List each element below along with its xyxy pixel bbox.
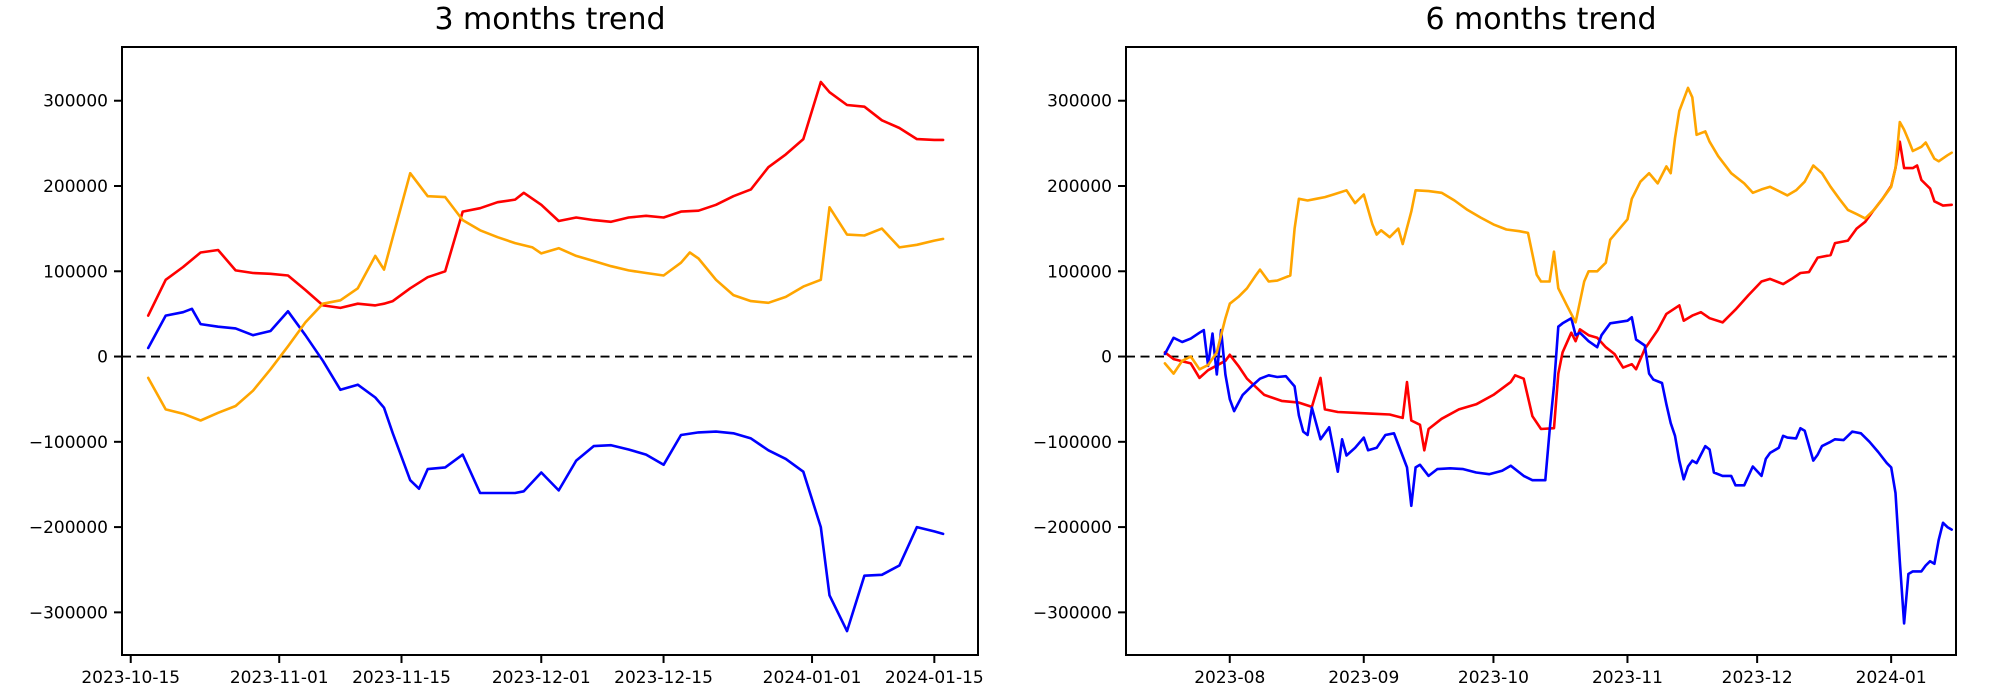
y-tick-label: −100000 [29,433,108,453]
x-tick-label: 2023-09 [1328,668,1399,688]
y-tick-label: 200000 [43,177,108,197]
y-tick-label: 0 [1101,348,1112,368]
x-tick-label: 2023-11-15 [352,668,451,688]
series-orange-line [1163,86,1953,375]
x-tick-label: 2023-12-01 [492,668,591,688]
y-tick-label: 200000 [1047,177,1112,197]
x-tick-label: 2023-12 [1722,668,1793,688]
x-tick-label: 2024-01-15 [885,668,984,688]
chart-title-6-months: 6 months trend [1425,2,1657,37]
y-tick-label: 300000 [1047,92,1112,112]
series-orange-line [146,171,945,422]
x-tick-label: 2023-11-01 [230,668,329,688]
y-tick-label: −300000 [29,603,108,623]
x-tick-label: 2024-01 [1856,668,1927,688]
axes-frame [121,46,979,656]
y-tick-label: 300000 [43,92,108,112]
x-tick-label: 2023-10-15 [81,668,180,688]
x-tick-label: 2023-12-15 [614,668,713,688]
y-tick-label: −200000 [1033,518,1112,538]
x-tick-label: 2023-10 [1458,668,1529,688]
y-tick-label: −100000 [1033,433,1112,453]
y-tick-label: 0 [97,348,108,368]
y-tick-label: 100000 [1047,262,1112,282]
y-tick-label: −300000 [1033,603,1112,623]
x-tick-label: 2024-01-01 [763,668,862,688]
series-blue-line [146,307,945,633]
series-red-line [146,80,945,317]
y-tick-label: 100000 [43,262,108,282]
x-tick-label: 2023-11 [1592,668,1663,688]
series-red-line [1163,140,1953,452]
y-tick-label: −200000 [29,518,108,538]
chart-title-3-months: 3 months trend [434,2,666,37]
axes-frame [1125,46,1957,656]
series-blue-line [1163,315,1953,625]
x-tick-label: 2023-08 [1194,668,1265,688]
